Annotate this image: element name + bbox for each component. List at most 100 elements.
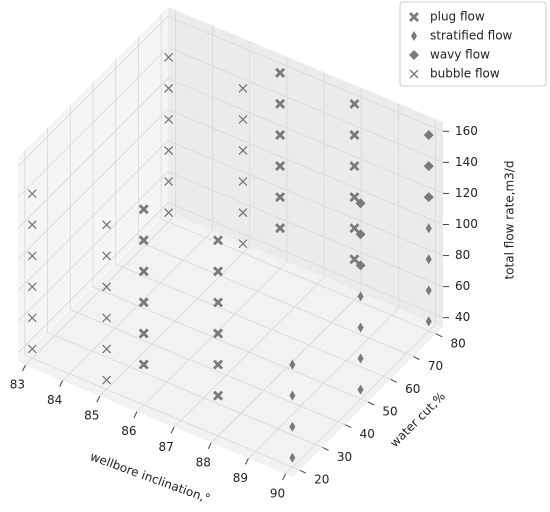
y-tick-label: 50 xyxy=(382,405,397,419)
point xyxy=(423,161,434,172)
point xyxy=(213,235,224,246)
x-tick xyxy=(170,427,175,434)
y-tick-label: 70 xyxy=(428,359,443,373)
point xyxy=(238,177,248,187)
y-tick-label: 60 xyxy=(405,382,420,396)
point xyxy=(289,421,296,432)
point xyxy=(425,254,432,265)
point xyxy=(425,316,432,327)
x-tick-label: 85 xyxy=(84,409,99,423)
point xyxy=(355,198,366,209)
y-tick-label: 20 xyxy=(314,473,329,487)
y-tick xyxy=(367,401,375,406)
z-tick-label: 40 xyxy=(455,310,470,324)
grid-line xyxy=(167,171,444,287)
point xyxy=(102,251,112,261)
x-tick-label: 89 xyxy=(233,471,248,485)
z-tick-label: 60 xyxy=(455,279,470,293)
legend-label: stratified flow xyxy=(430,29,513,43)
point xyxy=(27,251,37,261)
y-tick xyxy=(413,356,420,360)
legend-label: bubble flow xyxy=(430,67,500,81)
x-tick xyxy=(207,442,212,450)
point xyxy=(138,328,149,339)
legend-label: wavy flow xyxy=(430,48,490,62)
y-tick xyxy=(299,469,307,474)
x-tick xyxy=(133,411,138,418)
y-tick xyxy=(390,378,397,383)
grid-line xyxy=(167,15,444,132)
x-tick xyxy=(21,364,26,372)
point xyxy=(425,223,432,234)
point xyxy=(102,220,112,230)
point xyxy=(138,235,149,246)
point xyxy=(238,83,248,93)
z-tick-label: 80 xyxy=(455,248,470,262)
point xyxy=(138,359,149,370)
point xyxy=(357,291,364,302)
point xyxy=(275,98,286,109)
point xyxy=(164,52,174,62)
point xyxy=(102,375,112,385)
x-tick xyxy=(244,458,249,465)
x-tick-label: 83 xyxy=(10,378,25,392)
point xyxy=(289,452,296,463)
legend-marker xyxy=(409,69,419,79)
point xyxy=(357,322,364,333)
grid-line xyxy=(17,16,169,167)
grid-line xyxy=(17,47,169,198)
x-tick xyxy=(282,473,287,481)
point xyxy=(289,359,296,370)
grid-line xyxy=(92,286,369,403)
grid-line xyxy=(167,78,444,194)
point xyxy=(423,130,434,141)
x-tick xyxy=(59,380,64,387)
point xyxy=(238,239,248,249)
x-tick-label: 87 xyxy=(158,440,173,454)
point xyxy=(349,192,360,203)
y-tick-label: 80 xyxy=(451,336,466,350)
legend-box xyxy=(399,1,547,87)
point xyxy=(355,260,366,271)
point xyxy=(275,161,286,172)
x-tick-label: 90 xyxy=(270,486,285,500)
y-tick xyxy=(435,333,443,338)
point xyxy=(102,313,112,323)
y-tick-label: 40 xyxy=(360,427,375,441)
point xyxy=(289,390,296,401)
grid-line xyxy=(70,309,346,426)
point xyxy=(357,353,364,364)
point xyxy=(138,204,149,215)
y-tick-label: 30 xyxy=(337,450,352,464)
point xyxy=(275,67,286,78)
legend-marker xyxy=(411,31,417,41)
z-tick-label: 160 xyxy=(455,124,478,138)
point xyxy=(213,266,224,277)
point xyxy=(102,282,112,292)
point xyxy=(349,130,360,140)
grid-line xyxy=(138,241,414,357)
grid-line xyxy=(167,47,444,163)
point xyxy=(138,297,149,308)
legend-marker xyxy=(409,50,419,60)
panes xyxy=(18,7,443,477)
y-tick xyxy=(322,447,329,451)
point xyxy=(275,129,286,140)
point xyxy=(164,177,174,187)
point xyxy=(238,208,248,218)
legend-label: plug flow xyxy=(430,10,485,24)
point xyxy=(238,146,248,155)
point xyxy=(349,223,360,234)
point xyxy=(164,146,174,155)
z-tick-label: 120 xyxy=(455,186,478,200)
x-tick-label: 86 xyxy=(121,424,136,438)
point xyxy=(357,384,364,395)
z-tick-label: 100 xyxy=(455,217,478,231)
point xyxy=(213,359,224,370)
point xyxy=(138,266,149,277)
point xyxy=(27,220,37,230)
y-tick xyxy=(345,424,352,429)
point xyxy=(213,328,224,339)
point xyxy=(213,390,224,401)
